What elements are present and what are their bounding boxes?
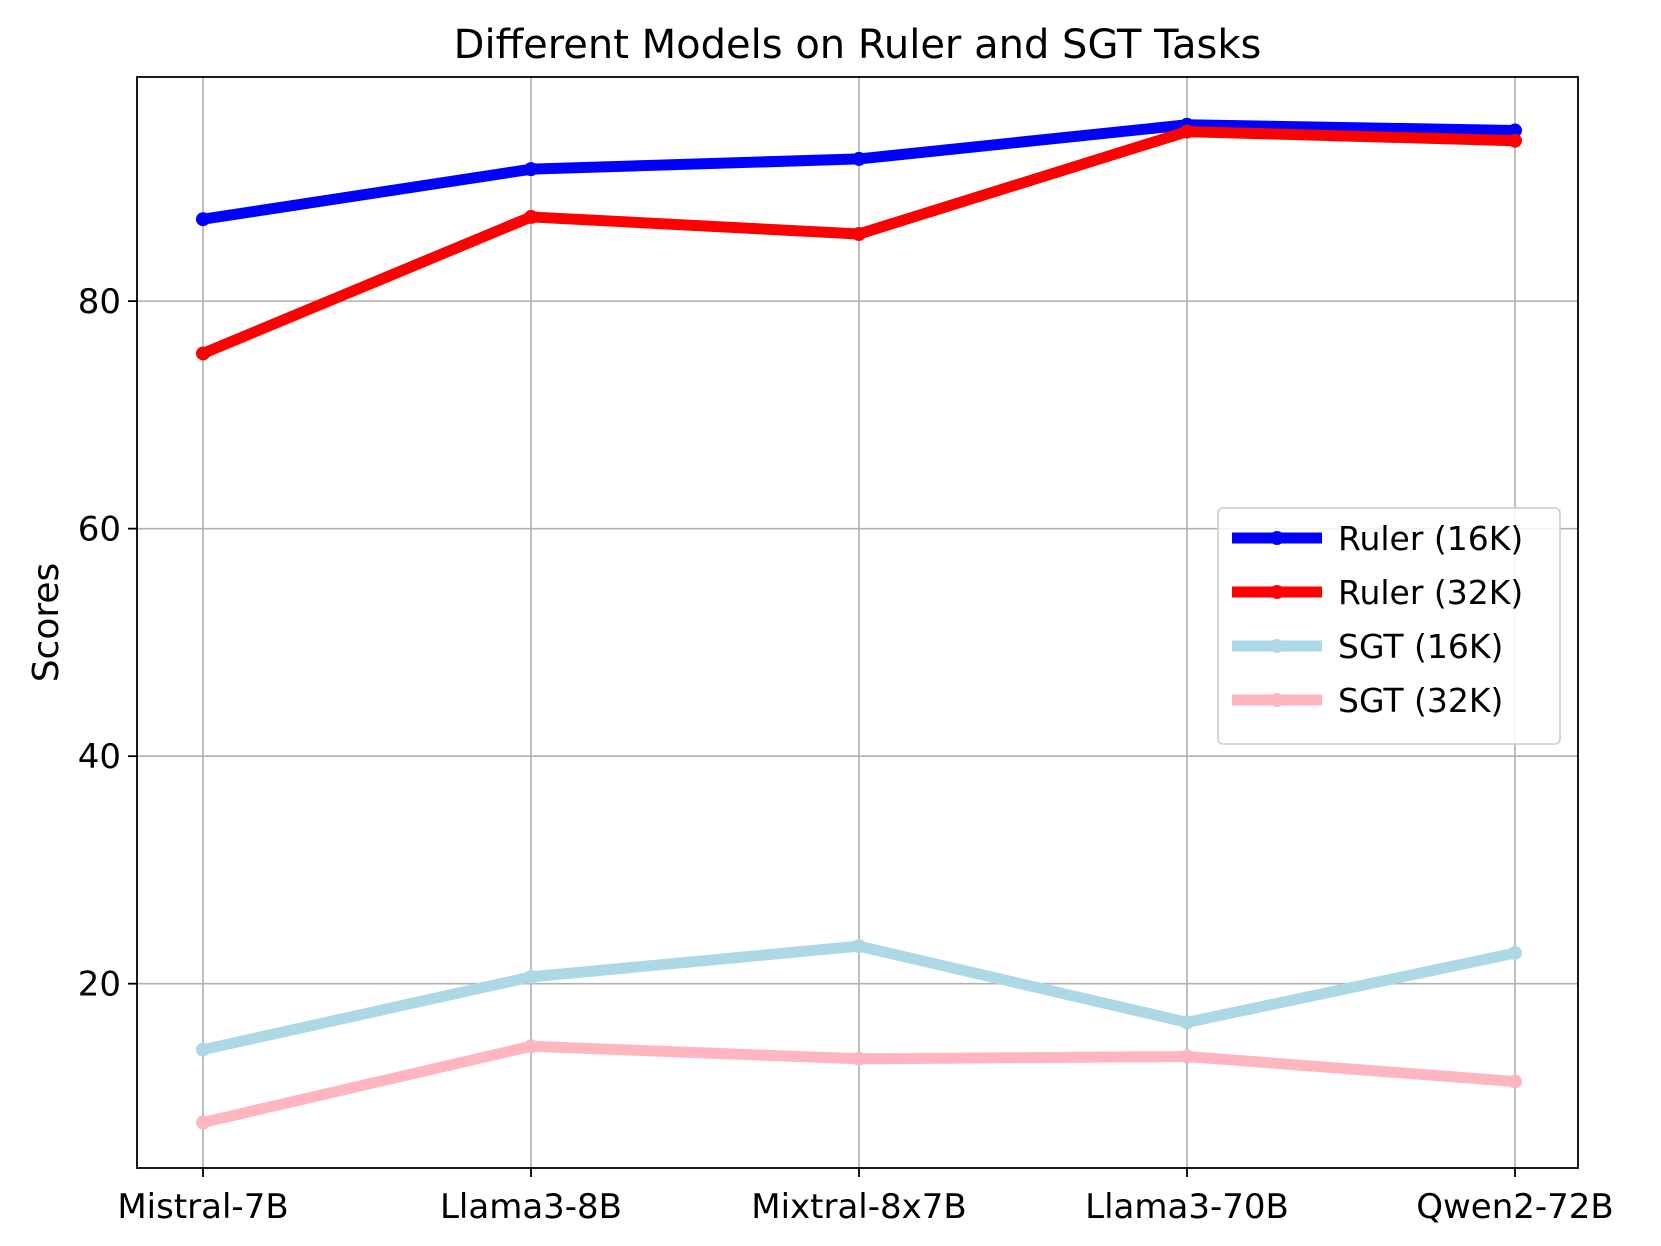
legend-marker [1270, 693, 1284, 707]
data-point [524, 969, 538, 984]
series-sgt-16k [196, 939, 1522, 1057]
data-point [1508, 133, 1522, 148]
data-point [1508, 1074, 1522, 1089]
legend-marker [1270, 531, 1284, 545]
series-lines [196, 117, 1522, 1130]
y-axis-label: Scores [26, 563, 67, 683]
legend-box [1217, 507, 1561, 745]
x-tick-label: Qwen2-72B [1416, 1187, 1614, 1227]
data-point [196, 1042, 210, 1057]
data-point [1508, 945, 1522, 960]
y-tick-label: 80 [78, 282, 121, 322]
data-point [524, 1039, 538, 1054]
data-point [852, 939, 866, 954]
legend: Ruler (16K) Ruler (32K) SGT (16K) SGT (32K) [1217, 507, 1561, 745]
legend-item: SGT (32K) [1232, 681, 1503, 720]
y-tick-label: 20 [78, 965, 121, 1005]
x-tick-label: Mistral-7B [117, 1187, 288, 1227]
data-point [1180, 124, 1194, 139]
data-point [852, 151, 866, 166]
legend-marker [1270, 639, 1284, 653]
series-ruler-32k [196, 124, 1522, 361]
data-point [1180, 1049, 1194, 1064]
data-point [1508, 123, 1522, 138]
plot-frame [136, 76, 1579, 1169]
data-point [196, 1115, 210, 1130]
legend-label: SGT (16K) [1338, 627, 1503, 666]
data-point [524, 162, 538, 177]
y-tick-label: 40 [78, 737, 121, 777]
legend-marker [1270, 585, 1284, 599]
legend-label: SGT (32K) [1338, 681, 1503, 720]
series-sgt-32k [196, 1039, 1522, 1130]
data-point [852, 226, 866, 241]
series-ruler-16k [196, 117, 1522, 227]
data-point [524, 209, 538, 224]
legend-label: Ruler (16K) [1338, 519, 1523, 558]
x-tick-label: Llama3-70B [1085, 1187, 1289, 1227]
data-point [196, 346, 210, 361]
x-tick-label: Llama3-8B [440, 1187, 622, 1227]
x-tick-label: Mixtral-8x7B [751, 1187, 966, 1227]
axis-ticks: Mistral-7B Llama3-8B Mixtral-8x7B Llama3-70… [78, 282, 1614, 1227]
legend-label: Ruler (32K) [1338, 573, 1523, 612]
legend-item: Ruler (16K) [1232, 519, 1523, 558]
data-point [1180, 1015, 1194, 1030]
y-tick-label: 60 [78, 510, 121, 550]
data-point [852, 1051, 866, 1066]
legend-item: SGT (16K) [1232, 627, 1503, 666]
legend-items: Ruler (16K) Ruler (32K) SGT (16K) SGT (32K) [1232, 519, 1523, 720]
legend-item: Ruler (32K) [1232, 573, 1523, 612]
chart-title: Different Models on Ruler and SGT Tasks [454, 22, 1262, 68]
data-point [196, 212, 210, 227]
